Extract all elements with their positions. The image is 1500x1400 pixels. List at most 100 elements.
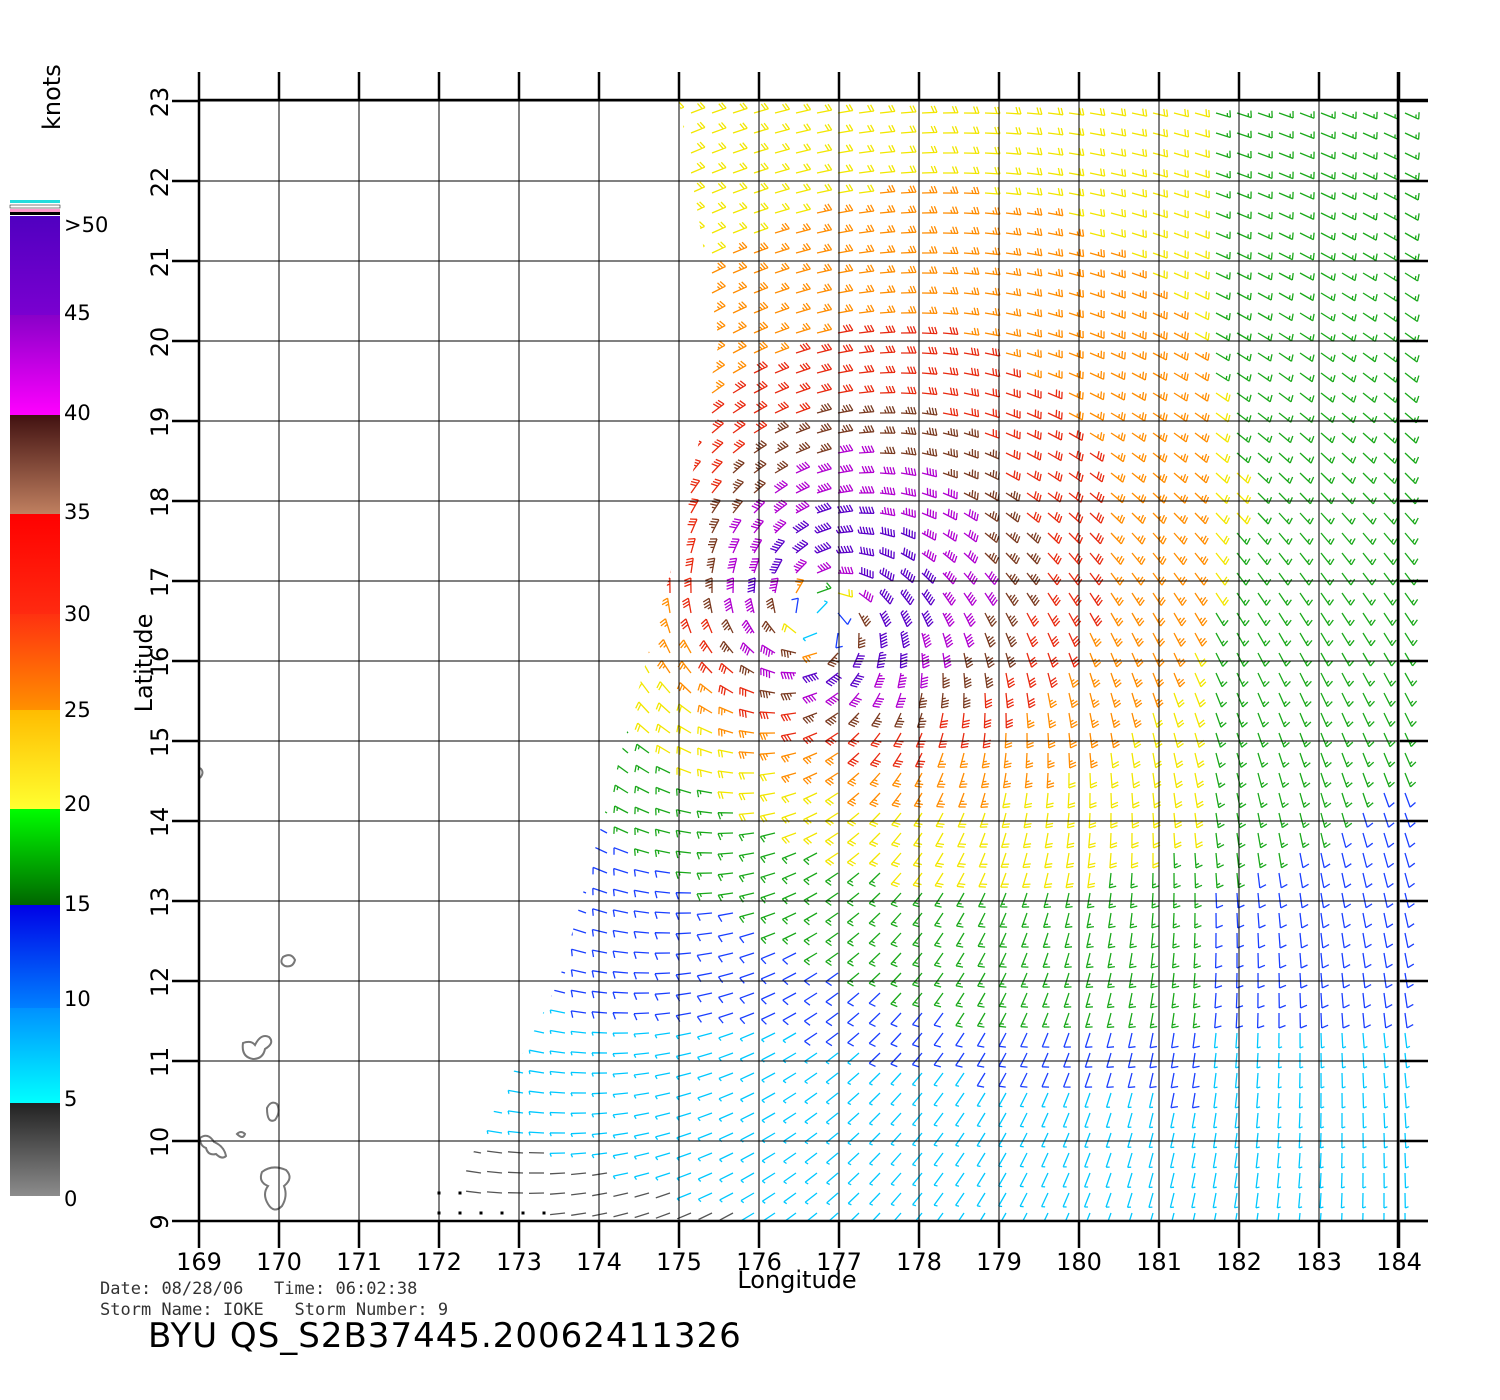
wind-barb (439, 902, 440, 914)
wind-barb (439, 820, 440, 834)
wind-barb (1278, 752, 1290, 768)
wind-barb (1278, 772, 1290, 788)
wind-barb (698, 661, 713, 674)
wind-barb (1131, 692, 1143, 708)
wind-barb (1020, 972, 1029, 988)
wind-barb (1084, 1032, 1093, 1048)
wind-barb (942, 672, 950, 689)
wind-barb (1005, 470, 1021, 481)
wind-barb (1236, 792, 1247, 809)
wind-barb (774, 202, 790, 214)
wind-barb (480, 101, 494, 114)
wind-barb (955, 1192, 965, 1207)
wind-barb (1041, 1092, 1049, 1108)
wind-barb (984, 287, 1001, 296)
wind-barb (509, 760, 524, 774)
wind-barb (802, 652, 818, 664)
wind-barb (1299, 372, 1315, 383)
wind-barb (1383, 912, 1394, 929)
wind-barb (677, 660, 692, 674)
wind-barb (892, 752, 904, 768)
wind-barb (439, 139, 452, 154)
wind-barb (622, 557, 631, 574)
wind-barb (501, 259, 514, 274)
wind-barb (669, 101, 685, 114)
wind-barb (1026, 288, 1043, 297)
wind-barb (1041, 1072, 1050, 1088)
wind-barb (1236, 812, 1247, 829)
wind-barb (1299, 852, 1310, 869)
wind-barb (963, 247, 980, 255)
wind-barb (571, 1212, 587, 1216)
wind-barb (1341, 872, 1352, 889)
wind-barb (1320, 272, 1336, 281)
wind-barb (487, 842, 503, 854)
wind-barb (624, 518, 634, 534)
wind-barb (1404, 1192, 1409, 1209)
wind-barb (1089, 652, 1102, 668)
wind-barb (934, 892, 944, 908)
wind-barb (1064, 912, 1073, 929)
wind-barb (633, 910, 650, 918)
x-tick-label: 171 (336, 1248, 382, 1276)
wind-barb (723, 597, 734, 614)
wind-barb (955, 1092, 965, 1107)
wind-barb (1215, 191, 1231, 199)
wind-barb (1257, 772, 1268, 789)
wind-barb (879, 632, 888, 649)
wind-barb (509, 801, 524, 814)
wind-barb (1109, 852, 1117, 869)
wind-barb (936, 772, 946, 788)
wind-barb (528, 1049, 545, 1054)
wind-barb (1299, 792, 1311, 808)
wind-barb (564, 199, 578, 214)
wind-barb (508, 822, 524, 834)
wind-barb (963, 367, 980, 377)
wind-barb (955, 952, 965, 968)
wind-barb (1404, 832, 1416, 848)
wind-barb (976, 1132, 986, 1148)
wind-barb (1278, 272, 1294, 281)
wind-barb (1362, 1172, 1367, 1189)
wind-barb (977, 932, 986, 948)
x-tick-label: 180 (1056, 1248, 1102, 1276)
wind-barb (1319, 1172, 1324, 1189)
wind-barb (612, 929, 629, 938)
wind-barb (1256, 1012, 1265, 1029)
wind-barb (1173, 532, 1188, 545)
wind-barb (507, 1069, 524, 1074)
wind-barb (825, 772, 839, 786)
wind-barb (1341, 772, 1353, 788)
wind-barb (933, 1012, 944, 1028)
wind-barb (711, 281, 726, 294)
wind-barb (592, 846, 608, 854)
wind-barb (1320, 572, 1335, 586)
wind-barb (571, 886, 587, 895)
wind-barb (1108, 872, 1117, 889)
wind-barb (837, 566, 854, 575)
wind-barb (963, 327, 980, 336)
wind-barb (782, 1072, 797, 1084)
wind-barb (627, 101, 642, 114)
wind-barb (1047, 491, 1063, 503)
wind-barb (459, 219, 472, 234)
wind-barb (825, 712, 839, 726)
wind-barb (466, 1047, 482, 1054)
wind-barb (858, 384, 875, 394)
wind-barb (1299, 692, 1312, 708)
wind-barb (522, 378, 533, 394)
wind-barb (1362, 1012, 1371, 1029)
wind-barb (1235, 1012, 1244, 1029)
wind-barb (1109, 832, 1118, 849)
wind-barb (911, 1152, 923, 1167)
wind-barb (669, 300, 683, 314)
wind-barb (749, 538, 763, 554)
wind-barb (648, 161, 663, 174)
wind-barb (585, 398, 596, 414)
wind-barb (1152, 229, 1168, 239)
wind-barb (721, 619, 734, 634)
wind-barb (1194, 912, 1202, 929)
wind-barb (780, 692, 797, 701)
wind-barb (774, 182, 790, 194)
wind-barb (1362, 592, 1377, 606)
